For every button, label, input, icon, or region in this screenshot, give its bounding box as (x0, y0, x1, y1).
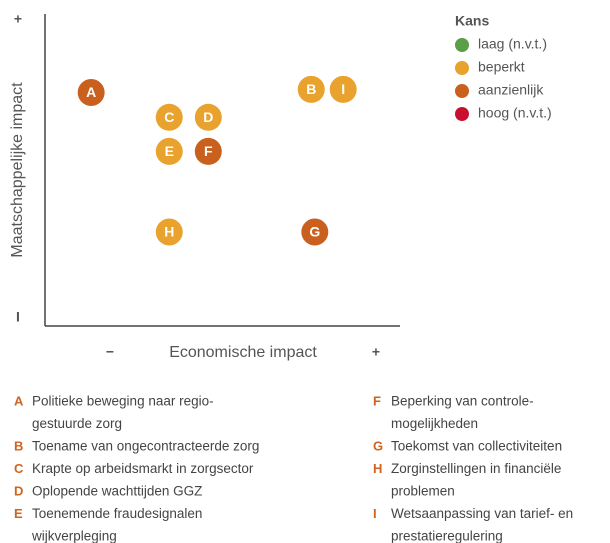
point-label: C (164, 109, 174, 125)
point-label: I (341, 81, 345, 97)
point (155, 103, 183, 131)
legend-swatch (455, 84, 469, 98)
description-text: Krapte op arbeidsmarkt in zorgsector (32, 461, 254, 476)
legend-swatch (455, 107, 469, 121)
description-letter: I (373, 506, 377, 521)
description-letter: A (14, 393, 24, 408)
description-letter: F (373, 393, 381, 408)
description-text: gestuurde zorg (32, 416, 122, 431)
legend-label: beperkt (478, 59, 525, 75)
description-letter: B (14, 438, 23, 453)
description-text: Beperking van controle- (391, 394, 534, 409)
y-axis-low: I (16, 309, 20, 325)
description-text: Zorginstellingen in financiële (391, 461, 561, 476)
legend-label: laag (n.v.t.) (478, 36, 547, 52)
point-label: H (164, 224, 174, 240)
y-axis-high: + (14, 11, 22, 27)
x-axis-low: − (106, 344, 114, 360)
description-text: wijkverpleging (31, 529, 117, 543)
point (301, 218, 329, 246)
y-axis-label: Maatschappelijke impact (9, 82, 26, 258)
description-text: prestatieregulering (391, 529, 503, 543)
point-label: E (165, 143, 174, 159)
description-text: Toekomst van collectiviteiten (391, 439, 562, 454)
point (329, 75, 357, 103)
point-label: D (203, 109, 213, 125)
description-letter: D (14, 483, 23, 498)
description-letter: G (373, 438, 383, 453)
point (194, 103, 222, 131)
legend-label: hoog (n.v.t.) (478, 105, 552, 121)
legend-swatch (455, 38, 469, 52)
legend-title: Kans (455, 13, 489, 29)
description-text: problemen (391, 484, 455, 499)
point (77, 79, 105, 106)
x-axis-high: + (372, 344, 380, 360)
description-letter: E (14, 506, 23, 521)
x-axis-label: Economische impact (169, 344, 317, 361)
description-text: Toenemende fraudesignalen (32, 506, 202, 521)
point-label: F (204, 143, 213, 159)
description-text: Toename van ongecontracteerde zorg (32, 439, 259, 454)
point-label: B (306, 81, 316, 97)
point (155, 137, 183, 165)
point-label: A (86, 84, 96, 100)
description-text: Oplopende wachttijden GGZ (32, 484, 202, 499)
description-letter: C (14, 461, 24, 476)
point-label: G (309, 224, 320, 240)
description-text: Wetsaanpassing van tarief- en (391, 506, 573, 521)
point (155, 218, 183, 246)
point (194, 137, 222, 165)
description-text: Politieke beweging naar regio- (32, 394, 214, 409)
point (297, 75, 325, 103)
description-letter: H (373, 461, 382, 476)
legend-swatch (455, 61, 469, 75)
legend-label: aanzienlijk (478, 82, 544, 98)
description-text: mogelijkheden (391, 416, 478, 431)
